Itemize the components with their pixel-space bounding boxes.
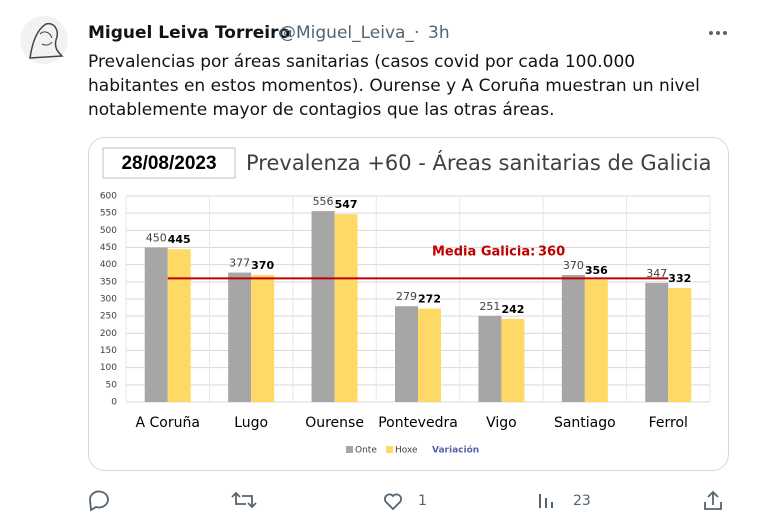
legend-swatch (386, 446, 393, 453)
y-tick-label: 50 (106, 380, 118, 390)
bar (334, 214, 358, 402)
bar (395, 306, 418, 402)
tweet-text: Prevalencias por áreas sanitarias (casos… (88, 52, 635, 72)
data-label: 445 (168, 233, 191, 246)
y-tick-label: 350 (100, 277, 117, 287)
y-tick-label: 100 (100, 363, 117, 373)
data-label: 242 (501, 303, 524, 316)
y-tick-label: 200 (100, 329, 117, 339)
legend-label: Hoxe (395, 446, 418, 456)
x-tick-label: Lugo (234, 415, 268, 431)
data-label: 251 (479, 300, 500, 313)
avatar[interactable] (20, 16, 68, 64)
x-tick-label: A Coruña (135, 415, 199, 431)
separator: · (414, 23, 419, 43)
data-label: 450 (146, 232, 167, 245)
views-button[interactable] (539, 494, 553, 508)
share-button[interactable] (704, 490, 722, 510)
data-label: 279 (396, 290, 417, 303)
x-tick-label: Vigo (486, 415, 517, 431)
mean-value: 360 (538, 245, 565, 260)
data-label: 272 (418, 293, 441, 306)
author-handle[interactable]: @Miguel_Leiva_ (279, 23, 414, 43)
bar (251, 274, 275, 402)
legend-swatch (346, 446, 353, 453)
data-label: 547 (335, 198, 358, 211)
y-tick-label: 550 (100, 209, 117, 219)
bar (478, 315, 502, 402)
bar (418, 308, 441, 402)
plot: 0 50 100 150 200 250 300 350 400 450 500 550 600 A Co… (100, 192, 711, 456)
data-label: 332 (668, 272, 691, 285)
data-label: 377 (229, 257, 250, 270)
y-tick-label: 600 (100, 192, 117, 202)
data-label: 370 (563, 259, 584, 272)
timestamp[interactable]: 3h (428, 23, 450, 43)
more-menu[interactable] (709, 31, 727, 35)
x-tick-label: Pontevedra (378, 415, 458, 431)
view-count: 23 (573, 493, 591, 509)
bar (167, 249, 191, 402)
like-count: 1 (418, 493, 427, 509)
data-label: 347 (646, 267, 667, 280)
bar (501, 318, 525, 402)
y-tick-label: 500 (100, 226, 117, 236)
author-name[interactable]: Miguel Leiva Torreiro (88, 23, 290, 43)
y-tick-label: 250 (100, 312, 117, 322)
bar (311, 211, 335, 402)
x-tick-label: Ferrol (649, 415, 688, 431)
bar (668, 288, 692, 402)
bar (645, 282, 669, 402)
legend-label: Onte (355, 446, 377, 456)
data-label: 356 (585, 264, 608, 277)
y-tick-label: 300 (100, 295, 117, 305)
reply-button[interactable] (89, 490, 109, 512)
bar (144, 247, 168, 402)
retweet-button[interactable] (231, 491, 257, 509)
data-label: 370 (251, 259, 274, 272)
data-label: 556 (313, 195, 334, 208)
y-tick-label: 450 (100, 243, 117, 253)
like-button[interactable] (384, 493, 402, 511)
legend-note: Variación (432, 445, 479, 456)
y-tick-label: 400 (100, 260, 117, 270)
chart-date: 28/08/2023 (121, 153, 216, 174)
x-tick-label: Ourense (305, 415, 364, 431)
x-tick-label: Santiago (554, 415, 616, 431)
bar (561, 274, 585, 402)
date-box (102, 147, 236, 179)
bar (584, 279, 608, 402)
mean-label: Media Galicia: (432, 245, 535, 260)
bar (228, 272, 252, 402)
chart-title: Prevalenza +60 - Áreas sanitarias de Gal… (246, 150, 712, 175)
tweet-text: notablemente mayor de contagios que las … (88, 100, 555, 120)
tweet-text: habitantes en estos momentos). Ourense y… (88, 76, 700, 96)
y-tick-label: 0 (111, 398, 117, 408)
y-tick-label: 150 (100, 346, 117, 356)
